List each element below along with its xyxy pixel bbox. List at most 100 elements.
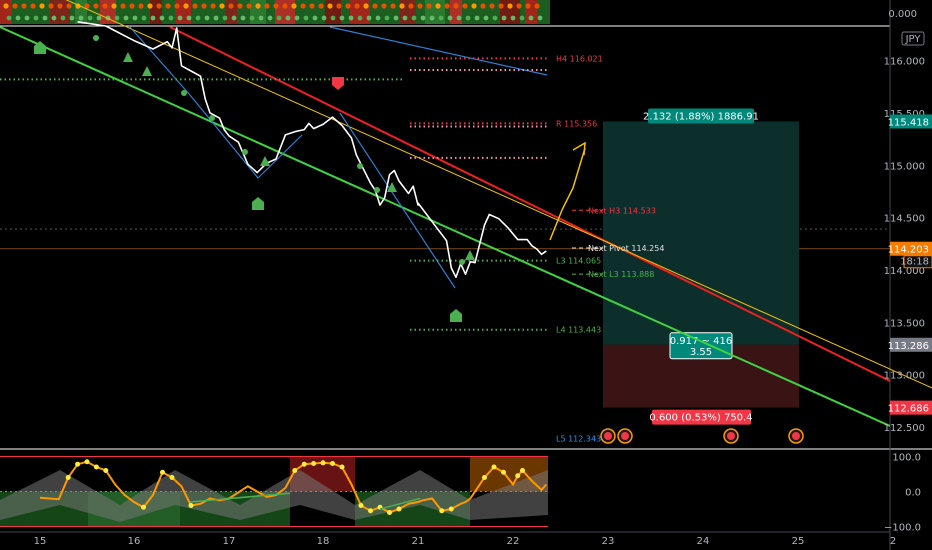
last-price-tag: 114.203 bbox=[888, 241, 932, 256]
stop-tag: 112.686 bbox=[888, 400, 932, 415]
x-tick-label: 25 bbox=[792, 536, 805, 547]
level-label: H4 116.021 bbox=[556, 54, 603, 63]
strip-dot bbox=[354, 3, 360, 9]
long-flag bbox=[450, 309, 462, 322]
x-tick-label: 24 bbox=[697, 536, 710, 547]
strip-dot bbox=[510, 15, 516, 21]
strip-dot bbox=[42, 15, 48, 21]
strip-segment bbox=[425, 0, 445, 24]
oscillator-dot bbox=[188, 503, 194, 508]
buy-triangle bbox=[387, 182, 397, 192]
stop-box bbox=[652, 409, 751, 425]
strip-dot bbox=[471, 3, 477, 9]
strip-dot bbox=[201, 3, 207, 9]
strip-dot bbox=[195, 15, 201, 21]
strip-dot bbox=[258, 15, 264, 21]
oscillator-dot bbox=[491, 464, 497, 470]
oscillator-dot bbox=[169, 475, 175, 480]
strip-dot bbox=[411, 15, 417, 21]
strip-dot bbox=[192, 3, 198, 9]
upper-channel-line bbox=[169, 26, 891, 382]
countdown-bg bbox=[903, 255, 932, 269]
strip-dot bbox=[498, 3, 504, 9]
oscillator-divergence bbox=[189, 492, 291, 503]
stop-tag-bg bbox=[890, 400, 932, 415]
strip-dot bbox=[435, 3, 441, 9]
strip-dot bbox=[285, 15, 291, 21]
level-label: L5 112.343 bbox=[556, 435, 601, 444]
strip-dot bbox=[39, 3, 45, 9]
trend-lines bbox=[0, 0, 932, 427]
oscillator-dot bbox=[320, 460, 326, 466]
oscillator-dot bbox=[439, 508, 445, 514]
strip-dot bbox=[375, 15, 381, 21]
price-series bbox=[77, 21, 547, 279]
strip-dot bbox=[150, 15, 156, 21]
strip-dot bbox=[300, 3, 306, 9]
x-tick-label: 15 bbox=[34, 536, 47, 547]
strip-dot bbox=[381, 3, 387, 9]
strip-dot bbox=[291, 3, 297, 9]
oscillator-dot bbox=[396, 506, 402, 512]
level-label: Next H3 114.533 bbox=[588, 206, 656, 215]
strip-dot bbox=[327, 3, 333, 9]
oscillator-dot bbox=[75, 461, 81, 467]
y-tick-label: 113.000 bbox=[884, 371, 925, 382]
y-tick-label: 115.000 bbox=[884, 161, 925, 172]
strip-dot bbox=[78, 15, 84, 21]
strip-dot bbox=[420, 15, 426, 21]
strip-dot bbox=[93, 3, 99, 9]
strip-dot bbox=[222, 15, 228, 21]
oscillator-dot bbox=[84, 459, 90, 465]
strip-dot bbox=[84, 3, 90, 9]
signal-markers bbox=[34, 35, 804, 444]
strip-dot bbox=[438, 15, 444, 21]
strip-dot bbox=[534, 3, 540, 9]
strip-dot bbox=[120, 3, 126, 9]
strip-dot bbox=[255, 3, 261, 9]
green-dot bbox=[93, 35, 99, 41]
strip-dot bbox=[159, 15, 165, 21]
level-label: L3 114.065 bbox=[556, 257, 601, 266]
strip-dot bbox=[309, 3, 315, 9]
countdown-text: 18:18 bbox=[900, 257, 929, 268]
strip-dot bbox=[174, 3, 180, 9]
blue-zigzag bbox=[129, 26, 303, 179]
green-dot bbox=[357, 163, 363, 169]
buy-triangle bbox=[260, 156, 270, 166]
stop-label: 0.600 (0.53%) 750.4 bbox=[649, 413, 752, 424]
strip-dot bbox=[489, 3, 495, 9]
strip-dot bbox=[267, 15, 273, 21]
event-badge-core bbox=[604, 432, 612, 440]
oscillator-tick-label: −100.0 bbox=[884, 523, 921, 534]
last-price-tag-text: 114.203 bbox=[888, 245, 929, 256]
strip-dot bbox=[426, 3, 432, 9]
strip-dot bbox=[456, 15, 462, 21]
strip-segment bbox=[375, 0, 387, 24]
long-flag bbox=[34, 41, 46, 54]
strip-dot bbox=[492, 15, 498, 21]
strip-dot bbox=[141, 15, 147, 21]
event-badge-core bbox=[792, 432, 800, 440]
entry-tag-bg bbox=[890, 337, 932, 352]
y-tick-label: 114.500 bbox=[884, 214, 925, 225]
oscillator-line bbox=[39, 460, 548, 514]
strip-dot bbox=[465, 15, 471, 21]
strip-dot bbox=[447, 15, 453, 21]
strip-dot bbox=[390, 3, 396, 9]
strip-dot bbox=[393, 15, 399, 21]
strip-dot bbox=[480, 3, 486, 9]
strip-dot bbox=[57, 3, 63, 9]
strip-dot bbox=[204, 15, 210, 21]
strip-dot bbox=[228, 3, 234, 9]
strip-dot bbox=[507, 3, 513, 9]
strip-dot bbox=[24, 15, 30, 21]
strip-dot bbox=[60, 15, 66, 21]
strip-dot bbox=[210, 3, 216, 9]
entry-tag: 113.286 bbox=[888, 337, 932, 352]
level-label: Next L3 113.888 bbox=[588, 270, 654, 279]
green-dot bbox=[459, 259, 465, 265]
projection-arrow bbox=[549, 147, 586, 241]
event-badge-core bbox=[727, 432, 735, 440]
currency-badge bbox=[901, 31, 925, 46]
